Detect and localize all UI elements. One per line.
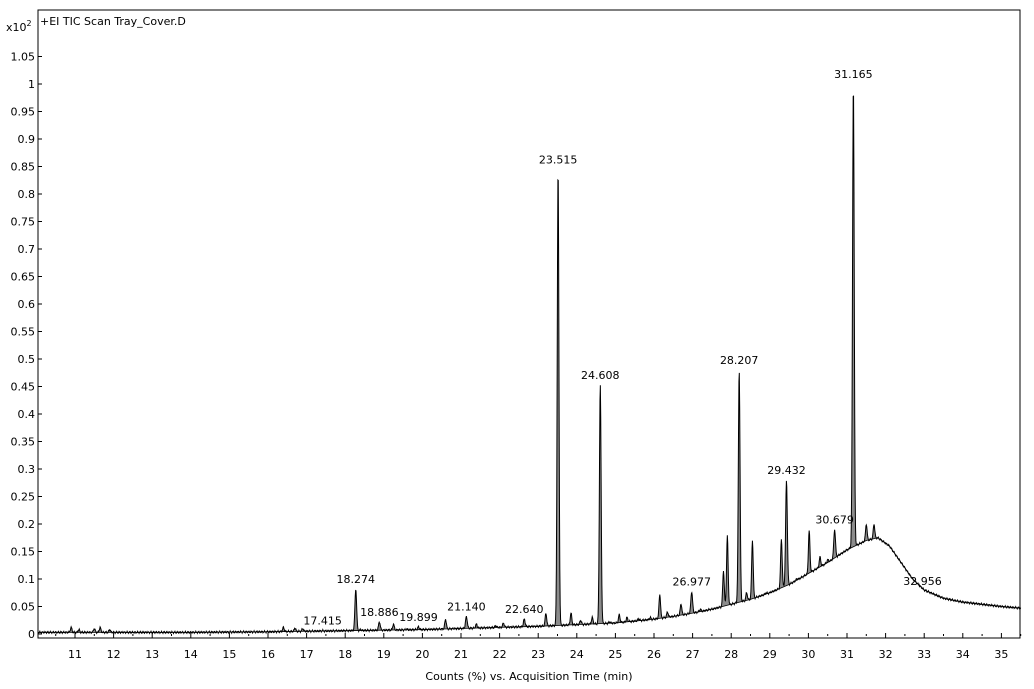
- tic-trace-line: [37, 95, 1022, 635]
- peak-label-26-977: 26.977: [672, 576, 711, 589]
- peak-label-30-679: 30.679: [815, 514, 854, 527]
- y-multiplier-exponent: 2: [27, 19, 32, 28]
- y-axis: 0 0.05 0.1 0.15 0.2 0.25 0.3 0.35 0.4 0.45 0.5 0.55…: [11, 51, 42, 641]
- peak-label-17-415: 17.415: [303, 615, 342, 628]
- x-axis: 11 12 13 14 15 16 17 18 19 20 21 22 23 24 25 26 27 28 29 30…: [55, 633, 1022, 661]
- y-tick-label: 0.9: [18, 133, 36, 146]
- x-tick-label: 26: [647, 648, 661, 661]
- x-tick-label: 13: [145, 648, 159, 661]
- peak-label-21-140: 21.140: [447, 600, 486, 613]
- peak-labels: 17.415 18.274 18.886 19.899 21.140 22.640 23.5…: [303, 68, 941, 628]
- peak-label-22-640: 22.640: [505, 603, 544, 616]
- peak-label-31-165: 31.165: [834, 68, 873, 81]
- peak-label-18-886: 18.886: [360, 606, 399, 619]
- y-tick-label: 0.15: [11, 546, 36, 559]
- x-tick-label: 32: [879, 648, 893, 661]
- peak-label-32-956: 32.956: [903, 575, 942, 588]
- x-tick-label: 20: [415, 648, 429, 661]
- y-tick-label: 0.35: [11, 436, 36, 449]
- plot-frame: [37, 9, 1021, 639]
- y-tick-label: 0.7: [18, 243, 36, 256]
- x-tick-label: 30: [801, 648, 815, 661]
- x-tick-label: 23: [531, 648, 545, 661]
- y-tick-label: 0.85: [11, 161, 36, 174]
- x-tick-label: 24: [570, 648, 584, 661]
- y-tick-label: 0.8: [18, 188, 36, 201]
- y-tick-label: 0.05: [11, 601, 36, 614]
- y-tick-label: 0.25: [11, 491, 36, 504]
- x-tick-label: 28: [724, 648, 738, 661]
- y-tick-label: 0.5: [18, 353, 36, 366]
- y-tick-label: 0.6: [18, 298, 36, 311]
- x-tick-label: 29: [763, 648, 777, 661]
- y-tick-label: 0.3: [18, 463, 36, 476]
- x-tick-label: 15: [222, 648, 236, 661]
- y-tick-label: 0.65: [11, 271, 36, 284]
- x-tick-label: 16: [261, 648, 275, 661]
- x-tick-label: 33: [917, 648, 931, 661]
- y-tick-label: 0.95: [11, 106, 36, 119]
- y-tick-label: 0.4: [18, 408, 36, 421]
- y-tick-label: 0: [28, 628, 35, 641]
- y-multiplier-label: x102: [6, 19, 32, 34]
- x-tick-label: 27: [686, 648, 700, 661]
- x-tick-label: 22: [493, 648, 507, 661]
- x-tick-label: 11: [68, 648, 82, 661]
- y-tick-label: 1: [28, 78, 35, 91]
- x-tick-label: 25: [608, 648, 622, 661]
- x-tick-label: 18: [338, 648, 352, 661]
- x-tick-label: 14: [184, 648, 198, 661]
- y-tick-label: 0.75: [11, 216, 36, 229]
- y-tick-label: 0.2: [18, 518, 36, 531]
- peak-label-29-432: 29.432: [767, 464, 806, 477]
- peak-label-28-207: 28.207: [720, 354, 759, 367]
- y-tick-label: 1.05: [11, 51, 36, 64]
- x-tick-label: 35: [994, 648, 1008, 661]
- x-axis-title: Counts (%) vs. Acquisition Time (min): [425, 670, 632, 683]
- chart-title: +EI TIC Scan Tray_Cover.D: [40, 15, 186, 28]
- x-tick-label: 34: [956, 648, 970, 661]
- y-tick-label: 0.55: [11, 326, 36, 339]
- x-tick-label: 12: [107, 648, 121, 661]
- x-tick-label: 19: [377, 648, 391, 661]
- peak-label-18-274: 18.274: [337, 573, 376, 586]
- tic-series: [37, 95, 1022, 635]
- peak-label-19-899: 19.899: [399, 611, 438, 624]
- x-tick-label: 17: [300, 648, 314, 661]
- y-tick-label: 0.1: [18, 573, 36, 586]
- peak-label-23-515: 23.515: [539, 153, 578, 166]
- x-tick-label: 21: [454, 648, 468, 661]
- x-tick-label: 31: [840, 648, 854, 661]
- y-tick-label: 0.45: [11, 381, 36, 394]
- peak-label-24-608: 24.608: [581, 369, 620, 382]
